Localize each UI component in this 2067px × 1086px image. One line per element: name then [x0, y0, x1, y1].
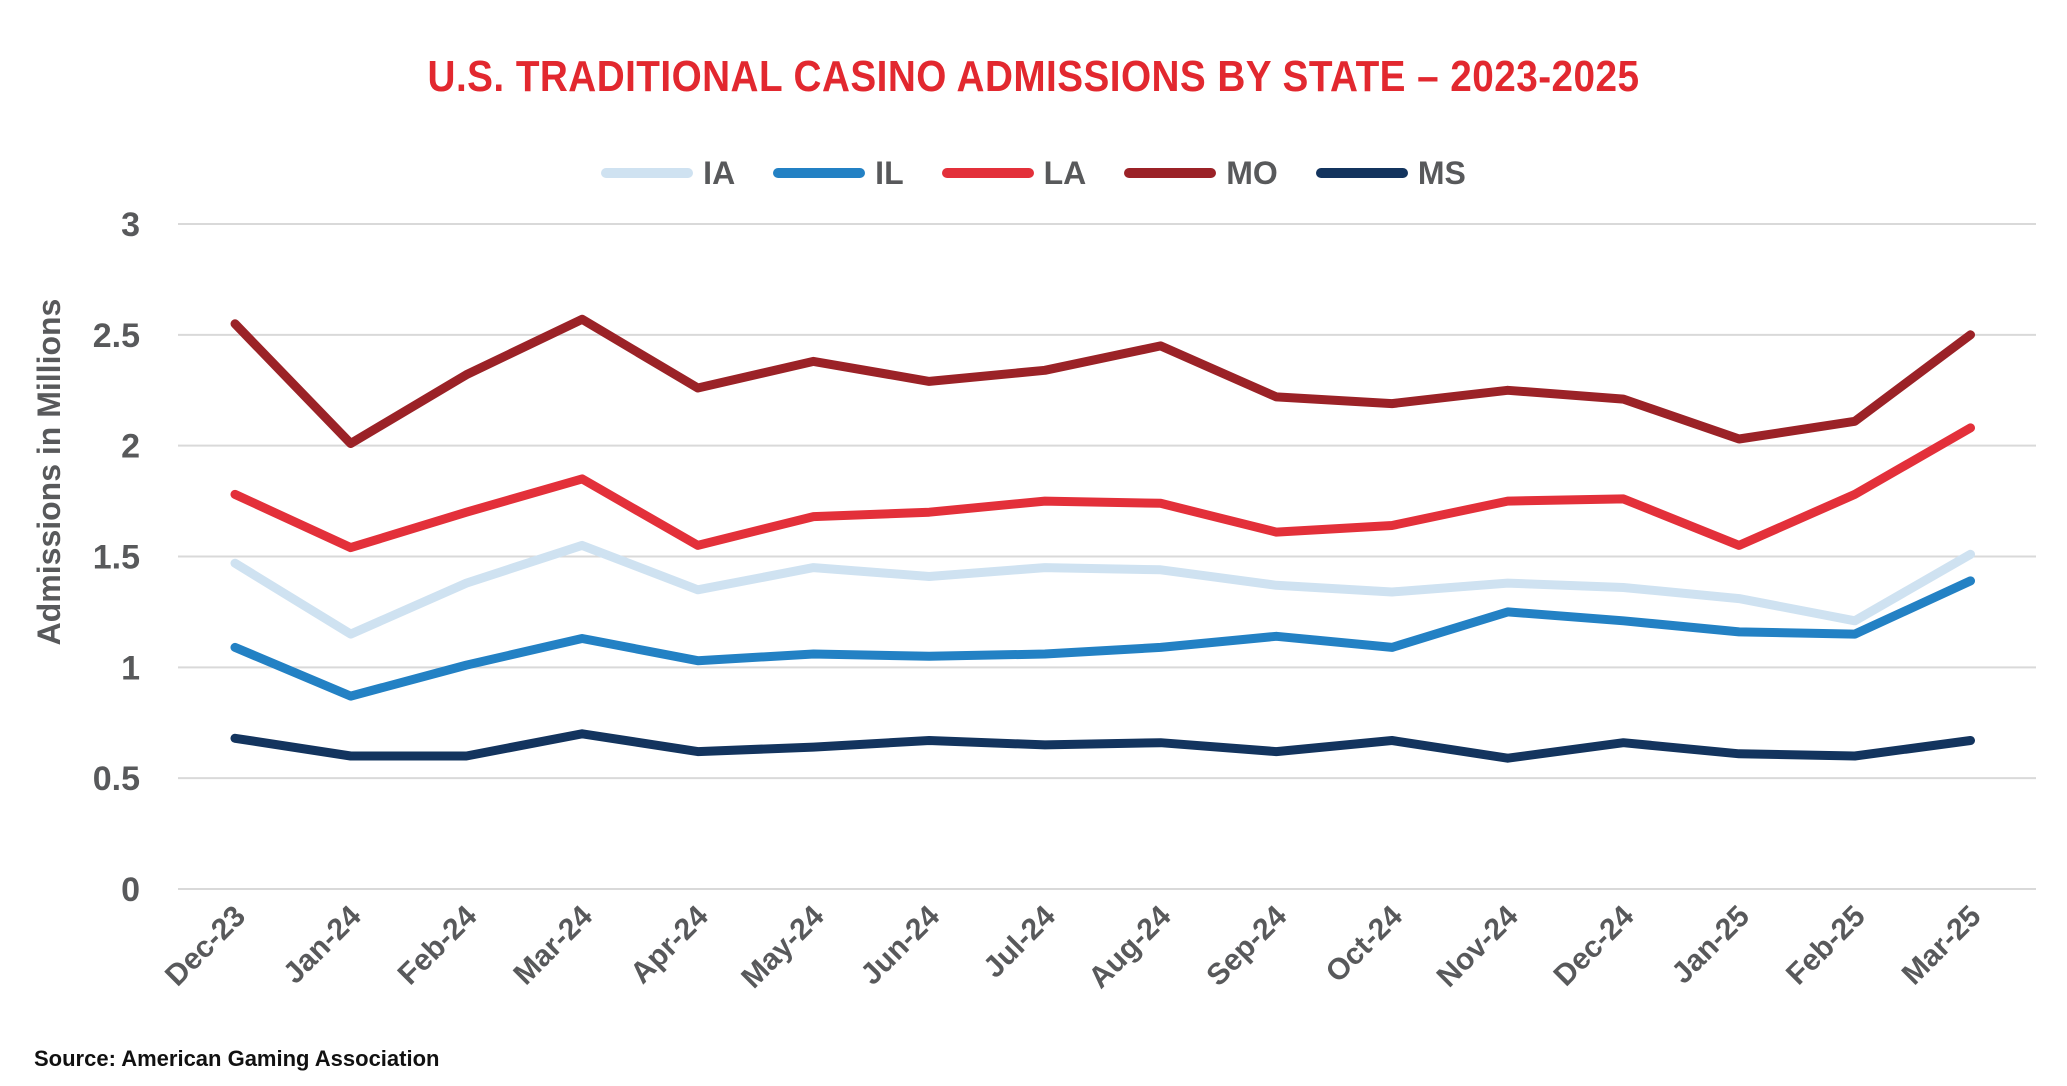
x-tick-label: Jun-24 — [854, 899, 946, 991]
legend-item-la: LA — [941, 154, 1087, 192]
legend-swatch — [1315, 168, 1408, 178]
series-line-il — [230, 576, 1975, 701]
y-axis-label: Admissions in Millions — [31, 299, 67, 646]
legend-swatch — [773, 168, 866, 178]
x-tick-label: Nov-24 — [1431, 899, 1525, 993]
series-line-mo — [230, 314, 1975, 448]
legend-label: MS — [1417, 154, 1466, 191]
legend-label: IA — [703, 154, 736, 191]
y-tick-label: 3 — [121, 206, 140, 244]
x-tick-label: Jan-24 — [277, 899, 368, 990]
legend-item-il: IL — [773, 154, 904, 192]
x-tick-label: May-24 — [735, 899, 830, 994]
legend-label: LA — [1043, 154, 1087, 191]
x-tick-label: Dec-23 — [159, 900, 252, 993]
x-tick-label: Oct-24 — [1320, 899, 1410, 989]
x-tick-label: Sep-24 — [1200, 899, 1293, 992]
x-tick-label: Jul-24 — [977, 899, 1062, 984]
y-tick-label: 2.5 — [93, 317, 140, 355]
legend-label: MO — [1226, 154, 1278, 191]
y-tick-label: 0.5 — [93, 760, 140, 798]
x-tick-label: Feb-25 — [1780, 900, 1872, 992]
x-tick-label: Mar-24 — [507, 899, 599, 991]
legend-item-ia: IA — [601, 155, 735, 192]
series-line-la — [230, 423, 1975, 553]
x-tick-label: Mar-25 — [1896, 900, 1988, 992]
legend-label: IL — [875, 154, 904, 191]
legend-swatch — [1124, 168, 1217, 178]
y-tick-label: 2 — [121, 428, 140, 466]
y-axis-ticks: 0 0.5 1 1.5 2 2.5 3 — [93, 206, 140, 909]
gridlines — [178, 223, 2036, 890]
x-axis-ticks: Dec-23 Jan-24 Feb-24 Mar-24 Apr-24 May-24 Jun-… — [159, 899, 1987, 994]
series-lines — [230, 314, 1975, 763]
x-tick-label: Dec-24 — [1547, 899, 1640, 992]
legend-swatch — [601, 168, 694, 178]
x-tick-label: Feb-24 — [392, 899, 484, 991]
legend-item-ms: MS — [1315, 154, 1466, 192]
y-tick-label: 1.5 — [93, 539, 140, 577]
x-tick-label: Apr-24 — [624, 899, 715, 990]
source-note: Source: American Gaming Association — [34, 1046, 440, 1071]
x-tick-label: Jan-25 — [1665, 900, 1756, 991]
y-tick-label: 1 — [121, 649, 140, 687]
x-tick-label: Aug-24 — [1082, 899, 1177, 994]
legend-item-mo: MO — [1124, 155, 1278, 192]
chart-title: U.S. TRADITIONAL CASINO ADMISSIONS BY ST… — [427, 52, 1640, 101]
series-line-ia — [230, 540, 1975, 639]
series-line-ms — [230, 729, 1975, 763]
legend-swatch — [941, 168, 1034, 178]
y-tick-label: 0 — [121, 871, 140, 909]
chart-legend: IA IL LA MO MS — [0, 148, 2067, 198]
